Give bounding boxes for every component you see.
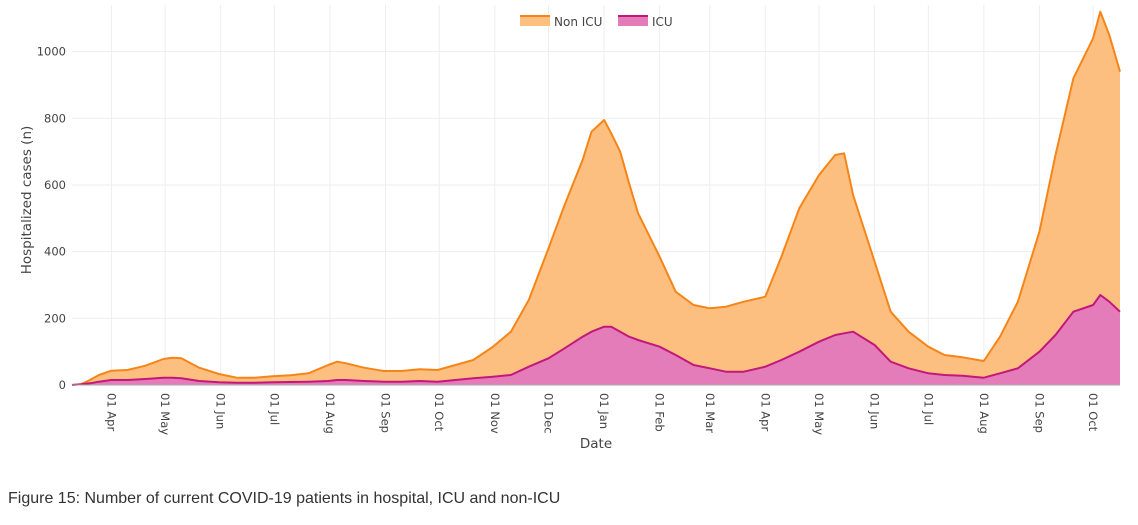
x-tick-label: 01 Sep (379, 393, 393, 433)
y-tick-labels: 0 200 400 600 800 1000 (37, 45, 66, 392)
legend-swatch (520, 16, 550, 26)
plot-area (71, 10, 1121, 386)
non-icu-area (72, 11, 1120, 385)
legend-item-non-icu[interactable]: Non ICU (520, 15, 602, 29)
x-tick-label: 01 May (158, 393, 172, 435)
y-tick-label: 200 (44, 311, 66, 325)
x-tick-label: 01 Nov (488, 393, 502, 434)
x-tick-label: 01 Aug (977, 393, 991, 434)
legend-swatch (618, 16, 648, 26)
non-icu-line (71, 10, 1121, 386)
y-tick-label: 600 (44, 178, 66, 192)
legend[interactable]: Non ICU ICU (520, 15, 673, 29)
y-tick-label: 800 (44, 111, 66, 125)
legend-label: ICU (652, 15, 673, 29)
y-tick-label: 0 (59, 378, 66, 392)
x-tick-label: 01 Apr (104, 393, 118, 431)
chart: 0 200 400 600 800 1000 01 Apr 01 May 01 Jun 01 J… (19, 5, 1121, 452)
legend-item-icu[interactable]: ICU (618, 15, 673, 29)
x-tick-label: 01 Oct (432, 393, 446, 432)
x-tick-label: 01 Dec (542, 393, 556, 434)
x-tick-label: 01 May (812, 393, 826, 435)
x-tick-labels: 01 Apr 01 May 01 Jun 01 Jul 01 Aug 01 Sep 01 O… (104, 393, 1100, 435)
figure-caption: Figure 15: Number of current COVID-19 pa… (8, 490, 561, 507)
x-tick-label: 01 Sep (1032, 393, 1046, 433)
x-tick-label: 01 Jul (267, 393, 281, 425)
legend-label: Non ICU (554, 15, 602, 29)
x-tick-label: 01 Mar (703, 393, 717, 433)
x-tick-label: 01 Oct (1086, 393, 1100, 432)
x-tick-label: 01 Apr (758, 393, 772, 431)
y-axis-title: Hospitalized cases (n) (19, 126, 35, 275)
y-tick-label: 1000 (37, 45, 66, 59)
x-tick-label: 01 Jul (921, 393, 935, 425)
x-tick-label: 01 Aug (323, 393, 337, 434)
x-tick-label: 01 Jan (597, 393, 611, 429)
x-axis-title: Date (580, 436, 612, 452)
x-tick-label: 01 Jun (868, 393, 882, 429)
icu-area (72, 295, 1120, 385)
y-tick-label: 400 (44, 245, 66, 259)
x-tick-label: 01 Feb (653, 393, 667, 432)
x-tick-label: 01 Jun (214, 393, 228, 429)
icu-line (71, 294, 1121, 386)
